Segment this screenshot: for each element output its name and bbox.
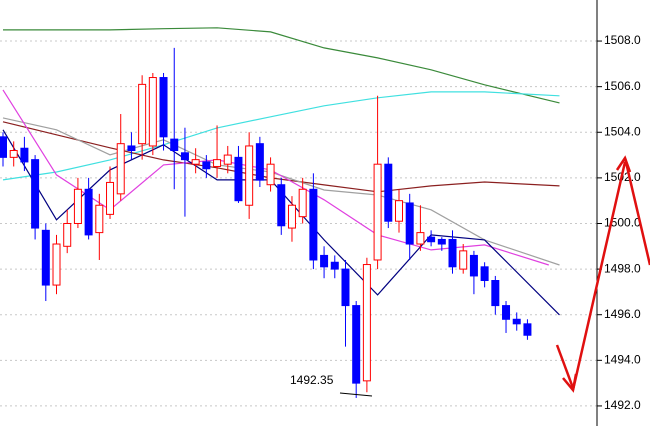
candle-body (362, 264, 371, 382)
y-tick-label: 1492.0 (604, 398, 641, 412)
candle-body (245, 145, 254, 206)
candle-body (20, 147, 29, 163)
candle-body (41, 229, 50, 286)
y-tick-label: 1494.0 (604, 352, 641, 366)
moving-average-line (2, 91, 560, 181)
y-tick-label: 1496.0 (604, 307, 641, 321)
candle-body (0, 136, 7, 158)
y-tick-label: 1504.0 (604, 124, 641, 138)
candle-body (95, 204, 104, 234)
candle-body (341, 268, 350, 307)
y-tick-label: 1506.0 (604, 79, 641, 93)
candle-body (502, 305, 511, 320)
y-tick-label: 1508.0 (604, 33, 641, 47)
candle-body (298, 188, 307, 218)
trend-arrows (555, 155, 650, 393)
candle-body (63, 222, 72, 247)
candle-body (287, 204, 296, 229)
candle-body (202, 161, 211, 170)
candle-body (459, 250, 468, 270)
annotation: 1492.35 (290, 373, 334, 387)
moving-average-line (3, 27, 560, 104)
candle-body (266, 163, 275, 186)
candle-body (223, 154, 232, 165)
candle-body (31, 159, 40, 229)
y-axis-ticks: 1492.01494.01496.01498.01500.01502.01504… (597, 33, 641, 412)
candle-body (213, 159, 222, 167)
candle-body (416, 232, 425, 245)
candle-body (405, 202, 414, 245)
candle-body (52, 243, 61, 286)
candles (0, 47, 532, 398)
candle-body (148, 77, 157, 147)
candle-body (309, 188, 318, 261)
candle-body (73, 188, 82, 224)
candle-body (512, 318, 521, 325)
candle-body (480, 266, 489, 282)
candle-body (469, 254, 478, 277)
y-tick-label: 1498.0 (604, 261, 641, 275)
candle-body (159, 77, 168, 138)
candle-body (255, 143, 264, 181)
candle-body (234, 156, 243, 202)
candle-body (448, 238, 457, 268)
candle-body (320, 254, 329, 268)
candle-body (84, 188, 93, 236)
candle-body (180, 152, 189, 161)
candle-body (106, 181, 115, 215)
candle-body (9, 150, 18, 158)
candle-body (330, 261, 339, 270)
annotation-leader (339, 392, 373, 397)
candle-body (277, 184, 286, 227)
candle-body (191, 159, 200, 165)
candle-body (491, 280, 500, 307)
candle-body (427, 236, 436, 243)
candle-body (170, 138, 179, 152)
candle-body (127, 145, 136, 152)
candle-body (523, 323, 532, 336)
candle-body (437, 238, 446, 245)
candle-body (138, 83, 147, 145)
candle-body (384, 163, 393, 222)
candle-body (116, 143, 125, 195)
candle-body (394, 200, 403, 222)
candle-body (373, 163, 382, 261)
y-tick-label: 1500.0 (604, 216, 641, 230)
candle-body (352, 305, 361, 384)
